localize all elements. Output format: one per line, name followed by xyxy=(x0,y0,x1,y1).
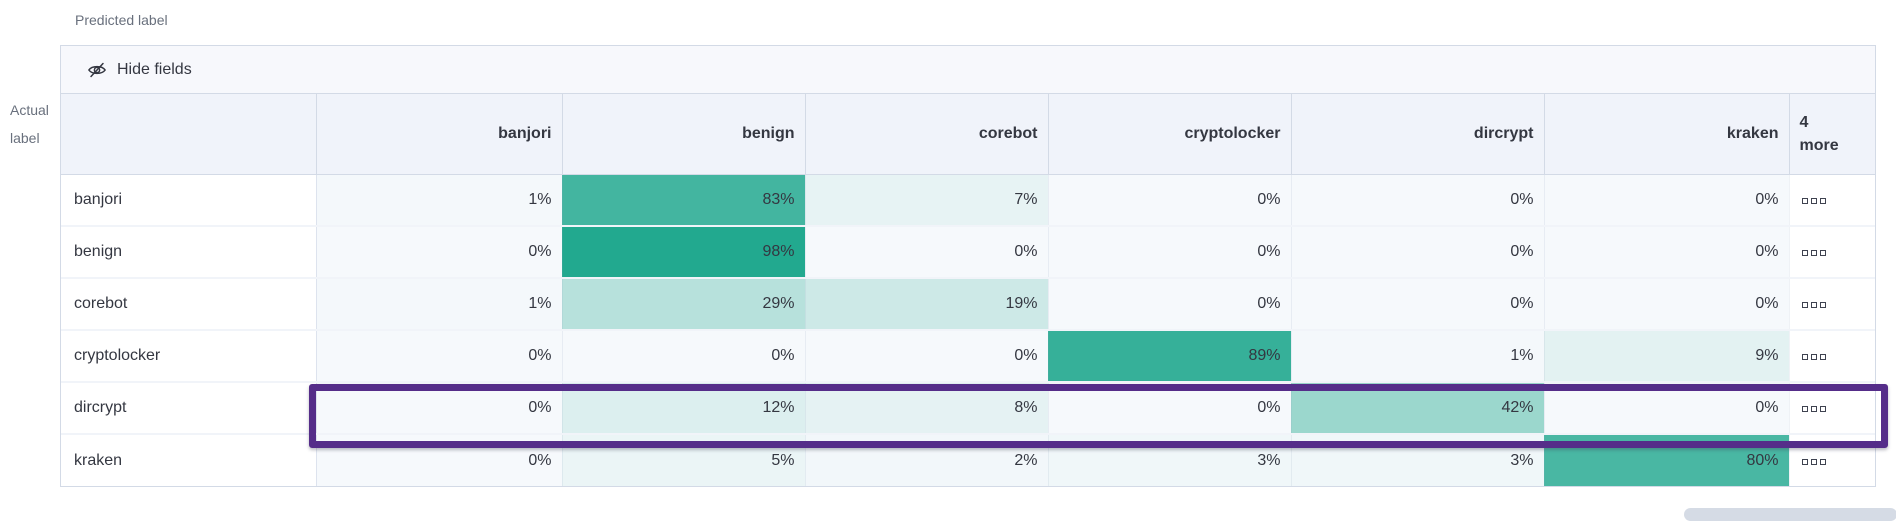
row-label-corebot[interactable]: corebot xyxy=(61,278,317,331)
boxes-horizontal-icon xyxy=(1801,250,1826,256)
table-row-kraken: kraken 0% 5% 2% 3% 3% 80% xyxy=(61,434,1875,486)
cell-kraken-dircrypt[interactable]: 3% xyxy=(1291,434,1545,486)
cell-cryptolocker-cryptolocker[interactable]: 89% xyxy=(1048,330,1292,383)
table-row-benign: benign 0% 98% 0% 0% 0% 0% xyxy=(61,226,1875,279)
cell-kraken-cryptolocker[interactable]: 3% xyxy=(1048,434,1292,486)
hide-fields-button[interactable]: Hide fields xyxy=(61,46,1875,94)
column-header-cryptolocker[interactable]: cryptolocker xyxy=(1048,94,1292,175)
table-row-corebot: corebot 1% 29% 19% 0% 0% 0% xyxy=(61,278,1875,331)
header-row: banjori benign corebot cryptolocker dircrypt… xyxy=(61,94,1875,175)
boxes-horizontal-icon xyxy=(1801,302,1826,308)
boxes-horizontal-icon xyxy=(1801,354,1826,360)
cell-banjori-cryptolocker[interactable]: 0% xyxy=(1048,174,1292,227)
row-label-kraken[interactable]: kraken xyxy=(61,434,317,486)
cell-dircrypt-corebot[interactable]: 8% xyxy=(805,382,1049,435)
cell-banjori-corebot[interactable]: 7% xyxy=(805,174,1049,227)
table-row-cryptolocker: cryptolocker 0% 0% 0% 89% 1% 9% xyxy=(61,330,1875,383)
row-label-cryptolocker[interactable]: cryptolocker xyxy=(61,330,317,383)
cell-corebot-dircrypt[interactable]: 0% xyxy=(1291,278,1545,331)
column-header-benign[interactable]: benign xyxy=(562,94,806,175)
confusion-matrix-grid: Hide fields banjori benign corebot cryptolo… xyxy=(60,45,1896,521)
cell-dircrypt-cryptolocker[interactable]: 0% xyxy=(1048,382,1292,435)
eye-closed-icon xyxy=(87,60,107,80)
cell-dircrypt-banjori[interactable]: 0% xyxy=(316,382,563,435)
cell-dircrypt-benign[interactable]: 12% xyxy=(562,382,806,435)
boxes-horizontal-icon xyxy=(1801,458,1826,465)
cell-dircrypt-dircrypt[interactable]: 42% xyxy=(1291,382,1545,435)
row-label-banjori[interactable]: banjori xyxy=(61,174,317,227)
predicted-axis-label: Predicted label xyxy=(75,12,168,28)
cell-cryptolocker-benign[interactable]: 0% xyxy=(562,330,806,383)
cell-banjori-benign[interactable]: 83% xyxy=(562,174,806,227)
cell-corebot-corebot[interactable]: 19% xyxy=(805,278,1049,331)
cell-banjori-kraken[interactable]: 0% xyxy=(1544,174,1790,227)
row-actions-button[interactable] xyxy=(1789,434,1875,486)
cell-corebot-banjori[interactable]: 1% xyxy=(316,278,563,331)
column-header-kraken[interactable]: kraken xyxy=(1544,94,1790,175)
row-label-benign[interactable]: benign xyxy=(61,226,317,279)
cell-benign-benign[interactable]: 98% xyxy=(562,226,806,279)
hide-fields-label: Hide fields xyxy=(117,60,192,78)
cell-kraken-corebot[interactable]: 2% xyxy=(805,434,1049,486)
cell-benign-cryptolocker[interactable]: 0% xyxy=(1048,226,1292,279)
row-label-dircrypt[interactable]: dircrypt xyxy=(61,382,317,435)
row-actions-button[interactable] xyxy=(1789,174,1875,227)
row-actions-button[interactable] xyxy=(1789,226,1875,279)
confusion-matrix-table: banjori benign corebot cryptolocker dircrypt… xyxy=(61,94,1875,486)
actual-axis-label: Actual label xyxy=(10,102,49,146)
cell-corebot-benign[interactable]: 29% xyxy=(562,278,806,331)
column-header-more[interactable]: 4 more xyxy=(1789,94,1875,175)
corner-header-cell xyxy=(61,94,317,175)
row-actions-button[interactable] xyxy=(1789,278,1875,331)
cell-cryptolocker-kraken[interactable]: 9% xyxy=(1544,330,1790,383)
row-actions-button[interactable] xyxy=(1789,382,1875,435)
table-row-banjori: banjori 1% 83% 7% 0% 0% 0% xyxy=(61,174,1875,227)
row-actions-button[interactable] xyxy=(1789,330,1875,383)
cell-dircrypt-kraken[interactable]: 0% xyxy=(1544,382,1790,435)
cell-banjori-banjori[interactable]: 1% xyxy=(316,174,563,227)
cell-benign-kraken[interactable]: 0% xyxy=(1544,226,1790,279)
boxes-horizontal-icon xyxy=(1801,406,1826,412)
column-header-banjori[interactable]: banjori xyxy=(316,94,563,175)
cell-kraken-kraken[interactable]: 80% xyxy=(1544,434,1790,486)
cell-banjori-dircrypt[interactable]: 0% xyxy=(1291,174,1545,227)
cell-corebot-cryptolocker[interactable]: 0% xyxy=(1048,278,1292,331)
cell-cryptolocker-dircrypt[interactable]: 1% xyxy=(1291,330,1545,383)
cell-cryptolocker-corebot[interactable]: 0% xyxy=(805,330,1049,383)
column-header-dircrypt[interactable]: dircrypt xyxy=(1291,94,1545,175)
cell-corebot-kraken[interactable]: 0% xyxy=(1544,278,1790,331)
column-header-corebot[interactable]: corebot xyxy=(805,94,1049,175)
boxes-horizontal-icon xyxy=(1801,197,1826,204)
cell-kraken-benign[interactable]: 5% xyxy=(562,434,806,486)
cell-cryptolocker-banjori[interactable]: 0% xyxy=(316,330,563,383)
table-row-dircrypt: dircrypt 0% 12% 8% 0% 42% 0% xyxy=(61,382,1875,435)
cell-benign-corebot[interactable]: 0% xyxy=(805,226,1049,279)
cell-benign-banjori[interactable]: 0% xyxy=(316,226,563,279)
cell-benign-dircrypt[interactable]: 0% xyxy=(1291,226,1545,279)
cell-kraken-banjori[interactable]: 0% xyxy=(316,434,563,486)
horizontal-scrollbar-thumb[interactable] xyxy=(1684,508,1896,521)
